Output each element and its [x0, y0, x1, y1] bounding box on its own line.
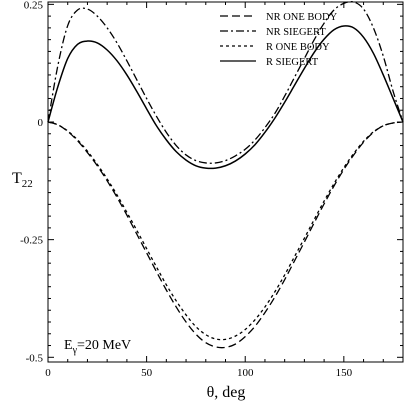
plot-frame	[47, 1, 404, 363]
legend-label: R ONE BODY	[266, 42, 330, 53]
x-tick-label: 0	[45, 367, 51, 379]
legend-label: R SIEGERT	[266, 57, 319, 68]
y-tick-label: -0.25	[20, 235, 43, 247]
x-axis-title: θ, deg	[207, 384, 246, 401]
x-tick-label: 100	[237, 367, 254, 379]
y-axis-title-subscript: 22	[22, 178, 33, 190]
energy-annotation-rest: =20 MeV	[77, 338, 131, 353]
y-axis-title: T22	[12, 170, 33, 190]
series-line-nr-one-body	[47, 121, 404, 349]
x-tick-label: 50	[141, 367, 153, 379]
y-tick-label: -0.5	[26, 352, 44, 364]
legend-label: NR ONE BODY	[266, 12, 338, 23]
series-line-r-one-body	[47, 121, 404, 341]
energy-annotation: Eγ=20 MeV	[64, 338, 131, 356]
tick-group: 0 50 100 150 0.25 0 -0.25 -0.5	[20, 0, 404, 379]
series-group	[47, 0, 404, 349]
legend: NR ONE BODY NR SIEGERT R ONE BODY R SIEGERT	[220, 12, 338, 68]
series-line-nr-siegert	[47, 0, 404, 164]
y-tick-label: 0.25	[24, 0, 44, 11]
legend-label: NR SIEGERT	[266, 27, 326, 38]
x-tick-label: 150	[336, 367, 353, 379]
y-tick-label: 0	[38, 117, 44, 129]
y-axis-title-main: T	[12, 170, 22, 187]
energy-annotation-main: E	[64, 338, 73, 353]
series-line-r-siegert	[47, 25, 404, 170]
energy-annotation-subscript: γ	[72, 345, 78, 356]
